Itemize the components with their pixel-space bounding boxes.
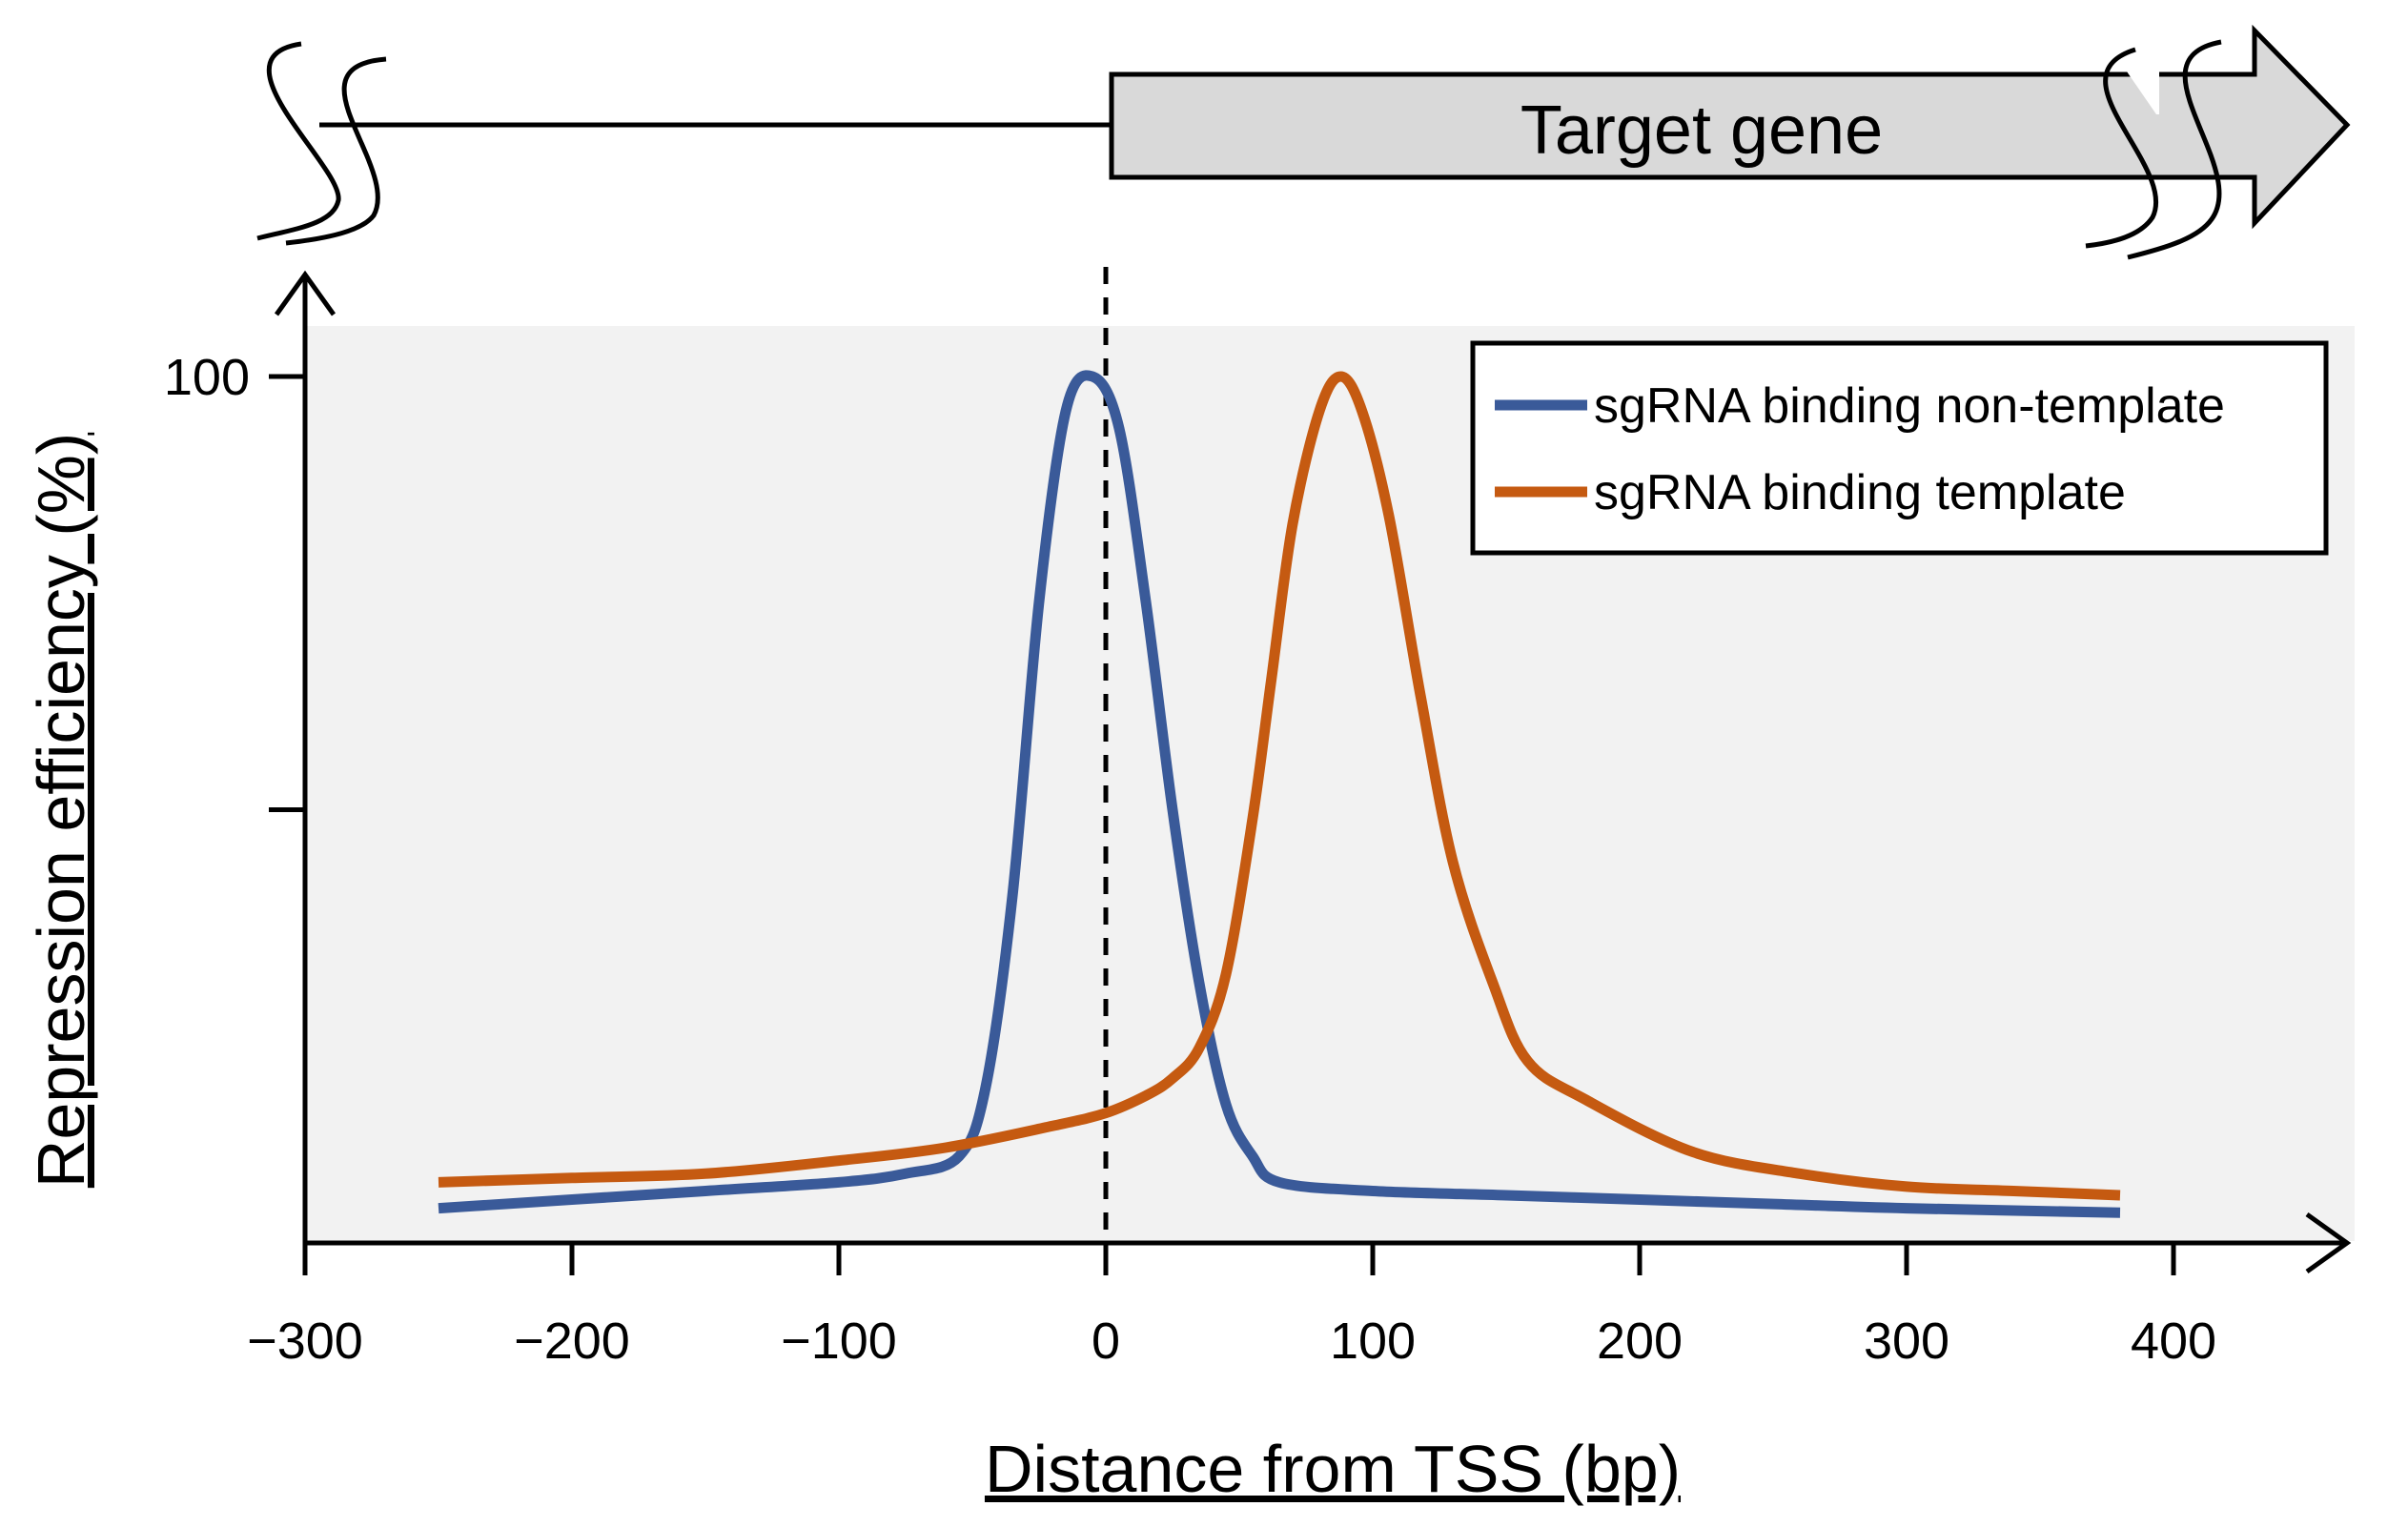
series-line-non-template — [438, 370, 2121, 1218]
gene-label: Target gene — [1520, 92, 1883, 169]
x-tick-label: 100 — [1330, 1313, 1416, 1370]
legend: sgRNA binding non-template sgRNA binding… — [1470, 340, 2329, 556]
y-ticks: 100 — [164, 349, 305, 812]
x-tick-label: 0 — [1092, 1313, 1120, 1370]
x-tick-label: −300 — [247, 1313, 363, 1370]
series-group — [438, 370, 2121, 1218]
y-axis-arrow — [274, 270, 337, 316]
gene-arrow — [1109, 24, 2351, 230]
series-line-template — [438, 371, 2121, 1201]
x-tick-label: 200 — [1597, 1313, 1683, 1370]
y-axis-title: Repression efficiency (%) — [24, 433, 98, 1188]
x-tick-label: 300 — [1864, 1313, 1949, 1370]
x-tick-label: −100 — [781, 1313, 897, 1370]
x-axis-title: Distance from TSS (bp) — [985, 1432, 1681, 1506]
x-axis-arrow — [2305, 1211, 2352, 1274]
x-tick-label: −200 — [514, 1313, 630, 1370]
left-break-mark — [256, 41, 387, 246]
legend-label-template: sgRNA binding template — [1594, 465, 2126, 520]
legend-label-non-template: sgRNA binding non-template — [1594, 378, 2225, 434]
x-ticks: −300 −200 −100 0 100 200 300 400 — [247, 1243, 2216, 1370]
y-tick-label: 100 — [164, 349, 250, 406]
right-break-mark — [2085, 27, 2222, 260]
gene-diagram: Target gene — [256, 24, 2351, 260]
legend-box — [1470, 340, 2329, 556]
x-tick-label: 400 — [2131, 1313, 2216, 1370]
axes — [274, 270, 2352, 1274]
